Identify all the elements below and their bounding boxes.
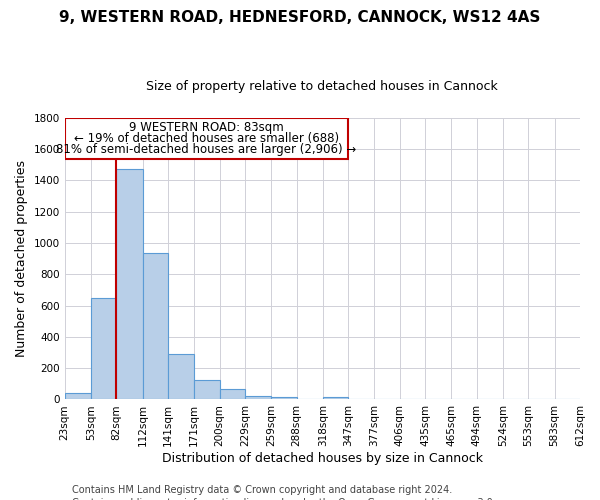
Bar xyxy=(245,396,271,400)
Text: 9 WESTERN ROAD: 83sqm: 9 WESTERN ROAD: 83sqm xyxy=(129,120,284,134)
Text: Contains HM Land Registry data © Crown copyright and database right 2024.: Contains HM Land Registry data © Crown c… xyxy=(72,485,452,495)
Title: Size of property relative to detached houses in Cannock: Size of property relative to detached ho… xyxy=(146,80,498,93)
Bar xyxy=(271,397,296,400)
FancyBboxPatch shape xyxy=(65,118,348,159)
Text: 9, WESTERN ROAD, HEDNESFORD, CANNOCK, WS12 4AS: 9, WESTERN ROAD, HEDNESFORD, CANNOCK, WS… xyxy=(59,10,541,25)
Bar xyxy=(116,168,143,400)
Bar xyxy=(168,354,194,400)
Bar xyxy=(323,397,348,400)
Bar xyxy=(91,298,116,400)
X-axis label: Distribution of detached houses by size in Cannock: Distribution of detached houses by size … xyxy=(162,452,483,465)
Y-axis label: Number of detached properties: Number of detached properties xyxy=(15,160,28,357)
Bar xyxy=(220,390,245,400)
Bar xyxy=(194,380,220,400)
Text: Contains public sector information licensed under the Open Government Licence v3: Contains public sector information licen… xyxy=(72,498,496,500)
Bar xyxy=(65,393,91,400)
Bar xyxy=(143,253,168,400)
Text: 81% of semi-detached houses are larger (2,906) →: 81% of semi-detached houses are larger (… xyxy=(56,144,356,156)
Text: ← 19% of detached houses are smaller (688): ← 19% of detached houses are smaller (68… xyxy=(74,132,339,145)
